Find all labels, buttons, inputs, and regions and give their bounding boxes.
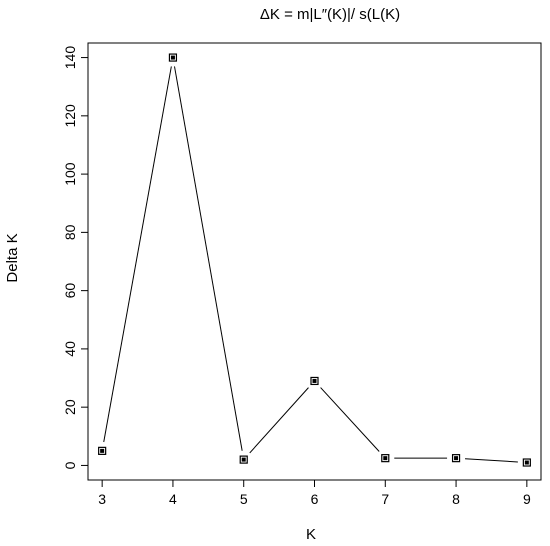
data-point (451, 454, 461, 463)
y-tick-label: 120 (62, 104, 78, 128)
y-tick-label: 0 (62, 461, 78, 469)
x-tick-label: 9 (523, 491, 531, 507)
data-point (239, 455, 248, 464)
x-tick-label: 3 (98, 491, 106, 507)
line-segment (320, 387, 380, 452)
x-axis-label: K (306, 526, 316, 543)
series-line (103, 66, 518, 463)
x-axis: 3 4 5 6 7 8 9 (98, 480, 531, 507)
x-tick-label: 4 (169, 491, 177, 507)
line-segment (249, 387, 309, 454)
y-axis-label: Delta K (4, 233, 21, 282)
data-point (381, 454, 390, 463)
y-tick-label: 140 (62, 46, 78, 70)
y-axis: 0 20 40 60 80 100 120 140 (62, 46, 88, 469)
data-point (168, 53, 178, 62)
data-point (522, 458, 531, 467)
line-segment (174, 66, 243, 451)
plot-frame (87, 42, 542, 481)
series-points (98, 53, 531, 467)
data-point (310, 376, 319, 386)
line-segment (465, 458, 518, 463)
y-tick-label: 60 (62, 283, 78, 299)
y-tick-label: 40 (62, 341, 78, 357)
x-tick-label: 8 (452, 491, 460, 507)
data-point (98, 446, 107, 455)
x-tick-label: 6 (311, 491, 319, 507)
y-tick-label: 80 (62, 224, 78, 240)
x-tick-label: 7 (381, 491, 389, 507)
chart-title: ΔK = m|L″(K)|/ s(L(K) (260, 6, 400, 23)
x-tick-label: 5 (240, 491, 248, 507)
line-segment (103, 66, 172, 443)
y-tick-label: 20 (62, 399, 78, 415)
y-tick-label: 100 (62, 162, 78, 186)
